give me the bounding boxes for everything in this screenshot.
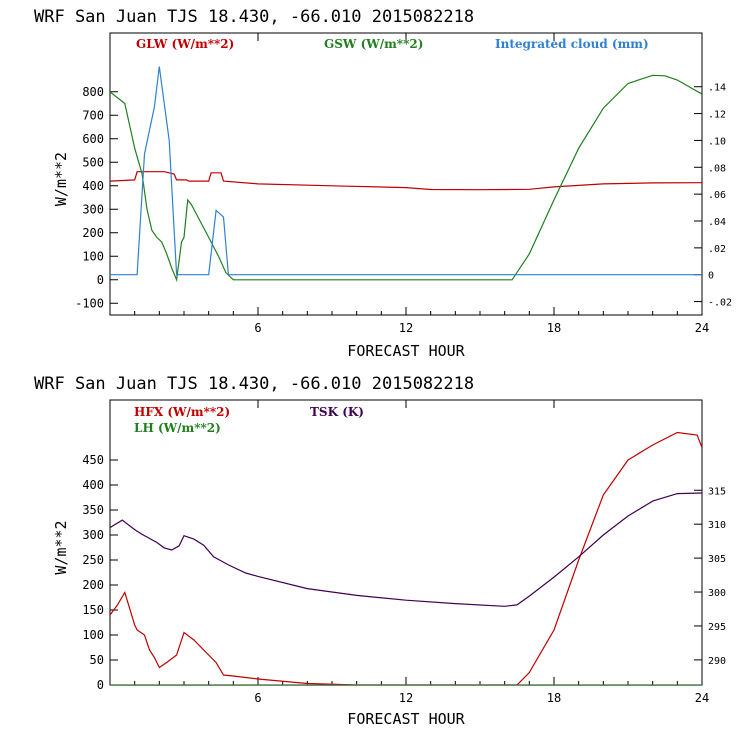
plot-frame bbox=[109, 32, 703, 316]
series-line-hfx bbox=[110, 431, 702, 685]
y-tick-label: 50 bbox=[90, 653, 104, 667]
x-tick-label: 18 bbox=[547, 691, 561, 705]
flux-skin-temp-panel: WRF San Juan TJS 18.430, -66.010 2015082… bbox=[34, 374, 726, 728]
y-tick-label: 150 bbox=[82, 603, 104, 617]
x-tick-label: 24 bbox=[695, 691, 709, 705]
y2-axis-ticks: 315 310 305 300 295 290 bbox=[694, 486, 726, 667]
y-tick-label: 200 bbox=[82, 578, 104, 592]
radiation-cloud-panel: WRF San Juan TJS 18.430, -66.010 2015082… bbox=[34, 7, 732, 360]
y2-tick-label: .06 bbox=[708, 190, 726, 201]
x-tick-label: 24 bbox=[695, 321, 709, 335]
y2-tick-label: 305 bbox=[708, 554, 726, 565]
y-axis-label: W/m**2 bbox=[52, 152, 70, 206]
y2-tick-label: 300 bbox=[708, 588, 726, 599]
x-tick-label: 6 bbox=[254, 691, 261, 705]
y-tick-label: 800 bbox=[82, 85, 104, 99]
y2-tick-label: .02 bbox=[708, 244, 726, 255]
y2-tick-label: .08 bbox=[708, 163, 726, 174]
y-tick-label: 700 bbox=[82, 108, 104, 122]
y-tick-label: 200 bbox=[82, 226, 104, 240]
x-axis-ticks: 6 12 18 24 bbox=[134, 33, 709, 335]
y2-tick-label: 295 bbox=[708, 622, 726, 633]
y-tick-label: 400 bbox=[82, 179, 104, 193]
y-tick-label: 600 bbox=[82, 132, 104, 146]
y-tick-label: 400 bbox=[82, 478, 104, 492]
y-tick-label: 300 bbox=[82, 528, 104, 542]
x-axis-ticks: 6 12 18 24 bbox=[134, 400, 709, 705]
x-tick-label: 12 bbox=[399, 321, 413, 335]
y-tick-label: 100 bbox=[82, 628, 104, 642]
series-line-glw bbox=[110, 171, 702, 191]
y-axis-ticks: 450 400 350 300 250 200 150 100 50 0 bbox=[82, 453, 118, 692]
y2-tick-label: 310 bbox=[708, 520, 726, 531]
y2-tick-label: .10 bbox=[708, 136, 726, 147]
chart-title: WRF San Juan TJS 18.430, -66.010 2015082… bbox=[34, 374, 474, 394]
y-tick-label: 0 bbox=[97, 273, 104, 287]
legend-gsw: GSW (W/m**2) bbox=[324, 37, 423, 51]
y-tick-label: 250 bbox=[82, 553, 104, 567]
y-tick-label: 100 bbox=[82, 249, 104, 263]
series-line-tsk bbox=[110, 492, 702, 607]
y-axis-label: W/m**2 bbox=[52, 520, 70, 574]
y2-tick-label: .14 bbox=[708, 83, 726, 94]
legend-lh: LH (W/m**2) bbox=[134, 421, 221, 435]
series-line-gsw bbox=[110, 74, 702, 283]
legend-hfx: HFX (W/m**2) bbox=[134, 405, 230, 419]
y2-tick-label: 315 bbox=[708, 486, 726, 497]
y-tick-label: 300 bbox=[82, 202, 104, 216]
chart-title: WRF San Juan TJS 18.430, -66.010 2015082… bbox=[34, 7, 474, 27]
x-axis-label: FORECAST HOUR bbox=[347, 342, 465, 360]
series-line-integrated bbox=[110, 66, 702, 276]
x-tick-label: 12 bbox=[399, 691, 413, 705]
y2-tick-label: 290 bbox=[708, 656, 726, 667]
y-tick-label: 350 bbox=[82, 503, 104, 517]
y-tick-label: 0 bbox=[97, 678, 104, 692]
y2-tick-label: -.02 bbox=[708, 298, 732, 309]
x-axis-label: FORECAST HOUR bbox=[347, 710, 465, 728]
legend-glw: GLW (W/m**2) bbox=[136, 37, 234, 51]
legend-integrated: Integrated cloud (mm) bbox=[495, 37, 649, 51]
y2-tick-label: .04 bbox=[708, 217, 726, 228]
x-tick-label: 6 bbox=[254, 321, 261, 335]
y2-tick-label: .12 bbox=[708, 110, 726, 121]
y2-axis-ticks: .14 .12 .10 .08 .06 .04 .02 0 -.02 bbox=[694, 83, 732, 309]
x-tick-label: 18 bbox=[547, 321, 561, 335]
y-tick-label: 500 bbox=[82, 155, 104, 169]
y2-tick-label: 0 bbox=[708, 271, 714, 282]
y-tick-label: -100 bbox=[75, 296, 104, 310]
y-axis-ticks: 800 700 600 500 400 300 200 100 0 -100 bbox=[75, 85, 118, 310]
y-tick-label: 450 bbox=[82, 453, 104, 467]
legend-tsk: TSK (K) bbox=[310, 405, 364, 419]
